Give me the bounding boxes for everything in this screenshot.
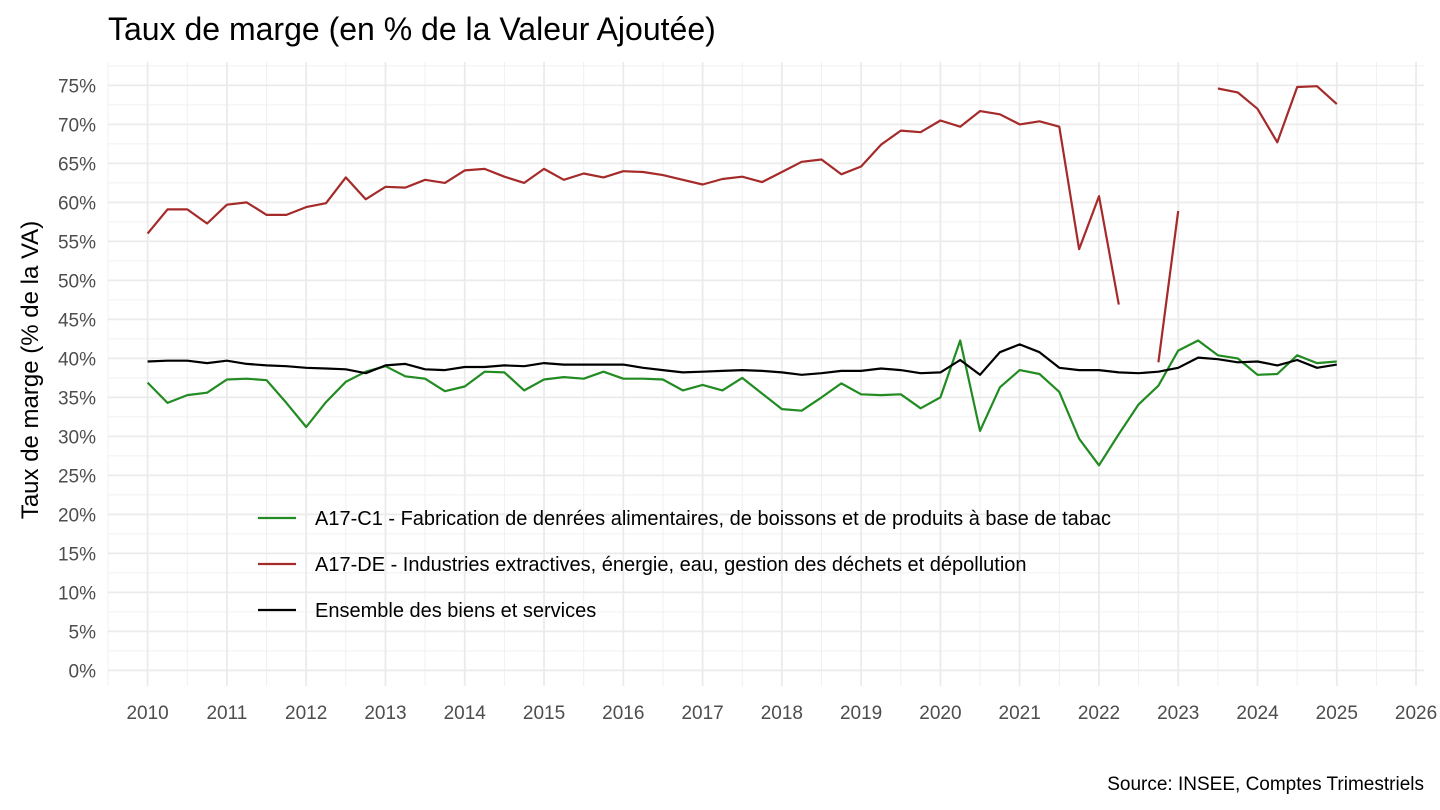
x-tick-label: 2017 (681, 703, 723, 724)
grid-major (108, 62, 1424, 686)
x-tick-label: 2014 (444, 703, 487, 724)
y-tick-label: 65% (58, 154, 96, 175)
y-tick-label: 20% (58, 505, 96, 526)
series-lines (146, 85, 1338, 467)
y-tick-label: 45% (58, 310, 96, 331)
y-tick-label: 15% (58, 544, 96, 565)
legend: A17-C1 - Fabrication de denrées alimenta… (258, 508, 1111, 622)
source-caption: Source: INSEE, Comptes Trimestriels (1107, 774, 1424, 795)
y-tick-label: 5% (69, 622, 97, 643)
series-1 (146, 339, 1337, 467)
legend-label: Ensemble des biens et services (315, 600, 596, 622)
y-tick-label: 55% (58, 232, 96, 253)
x-tick-label: 2012 (285, 703, 327, 724)
series-line-segment (1217, 85, 1338, 144)
series-line-segment (146, 339, 1337, 467)
legend-label: A17-DE - Industries extractives, énergie… (315, 554, 1027, 576)
series-2 (146, 85, 1338, 363)
x-tick-label: 2013 (364, 703, 406, 724)
y-tick-label: 10% (58, 583, 96, 604)
x-tick-label: 2015 (523, 703, 565, 724)
y-tick-label: 40% (58, 349, 96, 370)
y-tick-label: 50% (58, 271, 96, 292)
series-line-segment (147, 343, 1337, 376)
y-tick-label: 70% (58, 115, 96, 136)
series-line-segment (146, 109, 1120, 305)
legend-label: A17-C1 - Fabrication de denrées alimenta… (315, 508, 1111, 530)
x-tick-label: 2024 (1236, 703, 1279, 724)
x-tick-label: 2010 (126, 703, 168, 724)
y-axis-label: Taux de marge (% de la VA) (17, 221, 44, 519)
x-tick-label: 2025 (1316, 703, 1358, 724)
x-tick-label: 2021 (999, 703, 1041, 724)
x-tick-label: 2018 (761, 703, 803, 724)
grid-minor (107, 62, 1424, 686)
y-tick-label: 60% (58, 193, 96, 214)
x-tick-label: 2020 (919, 703, 961, 724)
y-axis-ticks: 0% 5% 10% 15% 20% 25% 30% 35% 40% 45% 50% 55% 60% 65%… (58, 76, 96, 682)
y-tick-label: 0% (69, 661, 97, 682)
y-tick-label: 35% (58, 388, 96, 409)
x-tick-label: 2011 (206, 703, 247, 724)
series-3 (147, 343, 1337, 376)
x-tick-label: 2016 (602, 703, 644, 724)
x-tick-label: 2026 (1395, 703, 1437, 724)
y-tick-label: 25% (58, 466, 96, 487)
y-tick-label: 30% (58, 427, 96, 448)
y-tick-label: 75% (58, 76, 96, 97)
x-axis-ticks: 2010 2011 2012 2013 2014 2015 2016 2017 2018 2019… (126, 703, 1437, 724)
x-tick-label: 2022 (1078, 703, 1120, 724)
x-tick-label: 2019 (840, 703, 882, 724)
x-tick-label: 2023 (1157, 703, 1199, 724)
chart-title: Taux de marge (en % de la Valeur Ajoutée… (108, 11, 716, 47)
series-line-segment (1157, 210, 1180, 363)
